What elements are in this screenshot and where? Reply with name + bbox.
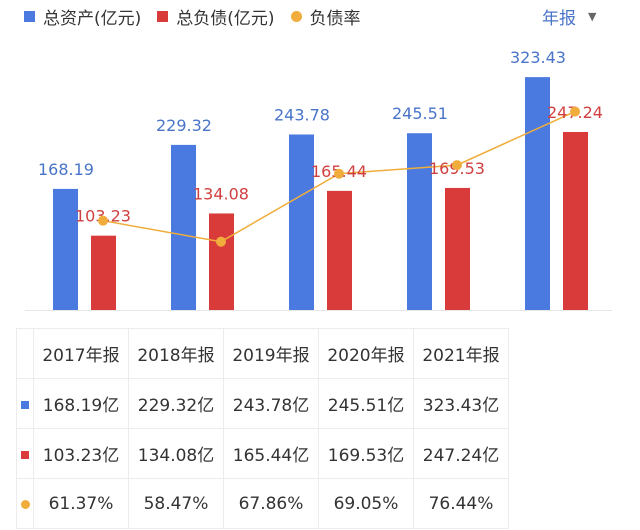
table-cell: 243.78亿 <box>223 378 319 429</box>
bar-assets <box>407 133 432 310</box>
point-ratio <box>334 168 344 179</box>
table-cell: 2018年报 <box>128 328 224 379</box>
table-cell: 67.86% <box>223 478 319 529</box>
row-icon-cell <box>16 478 34 529</box>
red-square-icon <box>21 450 29 459</box>
bar-liabilities <box>91 235 116 310</box>
table-cell: 2017年报 <box>33 328 129 379</box>
period-dropdown[interactable]: 年报 ▼ <box>542 4 596 29</box>
orange-dot-icon <box>290 11 302 22</box>
red-square-icon <box>157 11 169 22</box>
bar-assets <box>525 77 550 310</box>
table-cell: 323.43亿 <box>413 378 509 429</box>
table-cell: 69.05% <box>318 478 414 529</box>
blue-square-icon <box>24 11 35 22</box>
label-assets: 245.51 <box>392 104 448 123</box>
legend-item-ratio[interactable]: 负债率 <box>290 4 361 29</box>
blue-square-icon <box>21 400 29 409</box>
table-cell: 134.08亿 <box>128 428 224 479</box>
plot-area: 168.19103.23229.32134.08243.78165.44245.… <box>25 48 612 311</box>
table-cell: 247.24亿 <box>413 428 509 479</box>
table-cell: 169.53亿 <box>318 428 414 479</box>
table-cell: 61.37% <box>33 478 129 529</box>
bar-assets <box>53 188 78 310</box>
table-cell: 76.44% <box>413 478 509 529</box>
bar-liabilities <box>209 213 234 310</box>
legend-label: 负债率 <box>309 9 361 29</box>
table-cell: 2019年报 <box>223 328 319 379</box>
data-table: 2017年报 2018年报 2019年报 2020年报 2021年报 168.19亿 229… <box>16 328 509 529</box>
table-cell: 245.51亿 <box>318 378 414 429</box>
label-assets: 243.78 <box>274 105 330 124</box>
bar-liabilities <box>327 190 352 310</box>
bar-liabilities <box>445 187 470 310</box>
label-assets: 323.43 <box>510 48 566 67</box>
row-icon-cell <box>16 328 34 379</box>
triangle-down-icon: ▼ <box>588 10 597 23</box>
table-cell: 2021年报 <box>413 328 509 379</box>
table-cell: 168.19亿 <box>33 378 129 429</box>
label-liabilities: 134.08 <box>193 184 249 203</box>
label-assets: 229.32 <box>156 116 212 135</box>
legend-item-assets[interactable]: 总资产(亿元) <box>24 4 141 29</box>
bar-assets <box>171 144 196 310</box>
point-ratio <box>452 160 462 171</box>
point-ratio <box>98 215 108 226</box>
table-cell: 2020年报 <box>318 328 414 379</box>
legend-item-liabilities[interactable]: 总负债(亿元) <box>157 4 275 29</box>
orange-dot-icon <box>20 499 30 509</box>
table-cell: 58.47% <box>128 478 224 529</box>
table-cell: 103.23亿 <box>33 428 129 479</box>
bar-liabilities <box>563 131 588 310</box>
table-row: 103.23亿 134.08亿 165.44亿 169.53亿 247.24亿 <box>16 428 509 479</box>
legend-label: 总资产(亿元) <box>43 9 142 29</box>
legend-label: 总负债(亿元) <box>176 9 275 29</box>
point-ratio <box>216 236 226 247</box>
period-label: 年报 <box>542 9 576 29</box>
row-icon-cell <box>16 378 34 429</box>
table-cell: 165.44亿 <box>223 428 319 479</box>
table-header-row: 2017年报 2018年报 2019年报 2020年报 2021年报 <box>16 328 509 379</box>
table-row: 61.37% 58.47% 67.86% 69.05% 76.44% <box>16 478 509 529</box>
legend: 总资产(亿元) 总负债(亿元) 负债率 <box>24 4 377 29</box>
bar-assets <box>289 134 314 310</box>
table-cell: 229.32亿 <box>128 378 224 429</box>
row-icon-cell <box>16 428 34 479</box>
table-row: 168.19亿 229.32亿 243.78亿 245.51亿 323.43亿 <box>16 378 509 429</box>
point-ratio <box>570 106 580 117</box>
label-assets: 168.19 <box>38 160 94 179</box>
